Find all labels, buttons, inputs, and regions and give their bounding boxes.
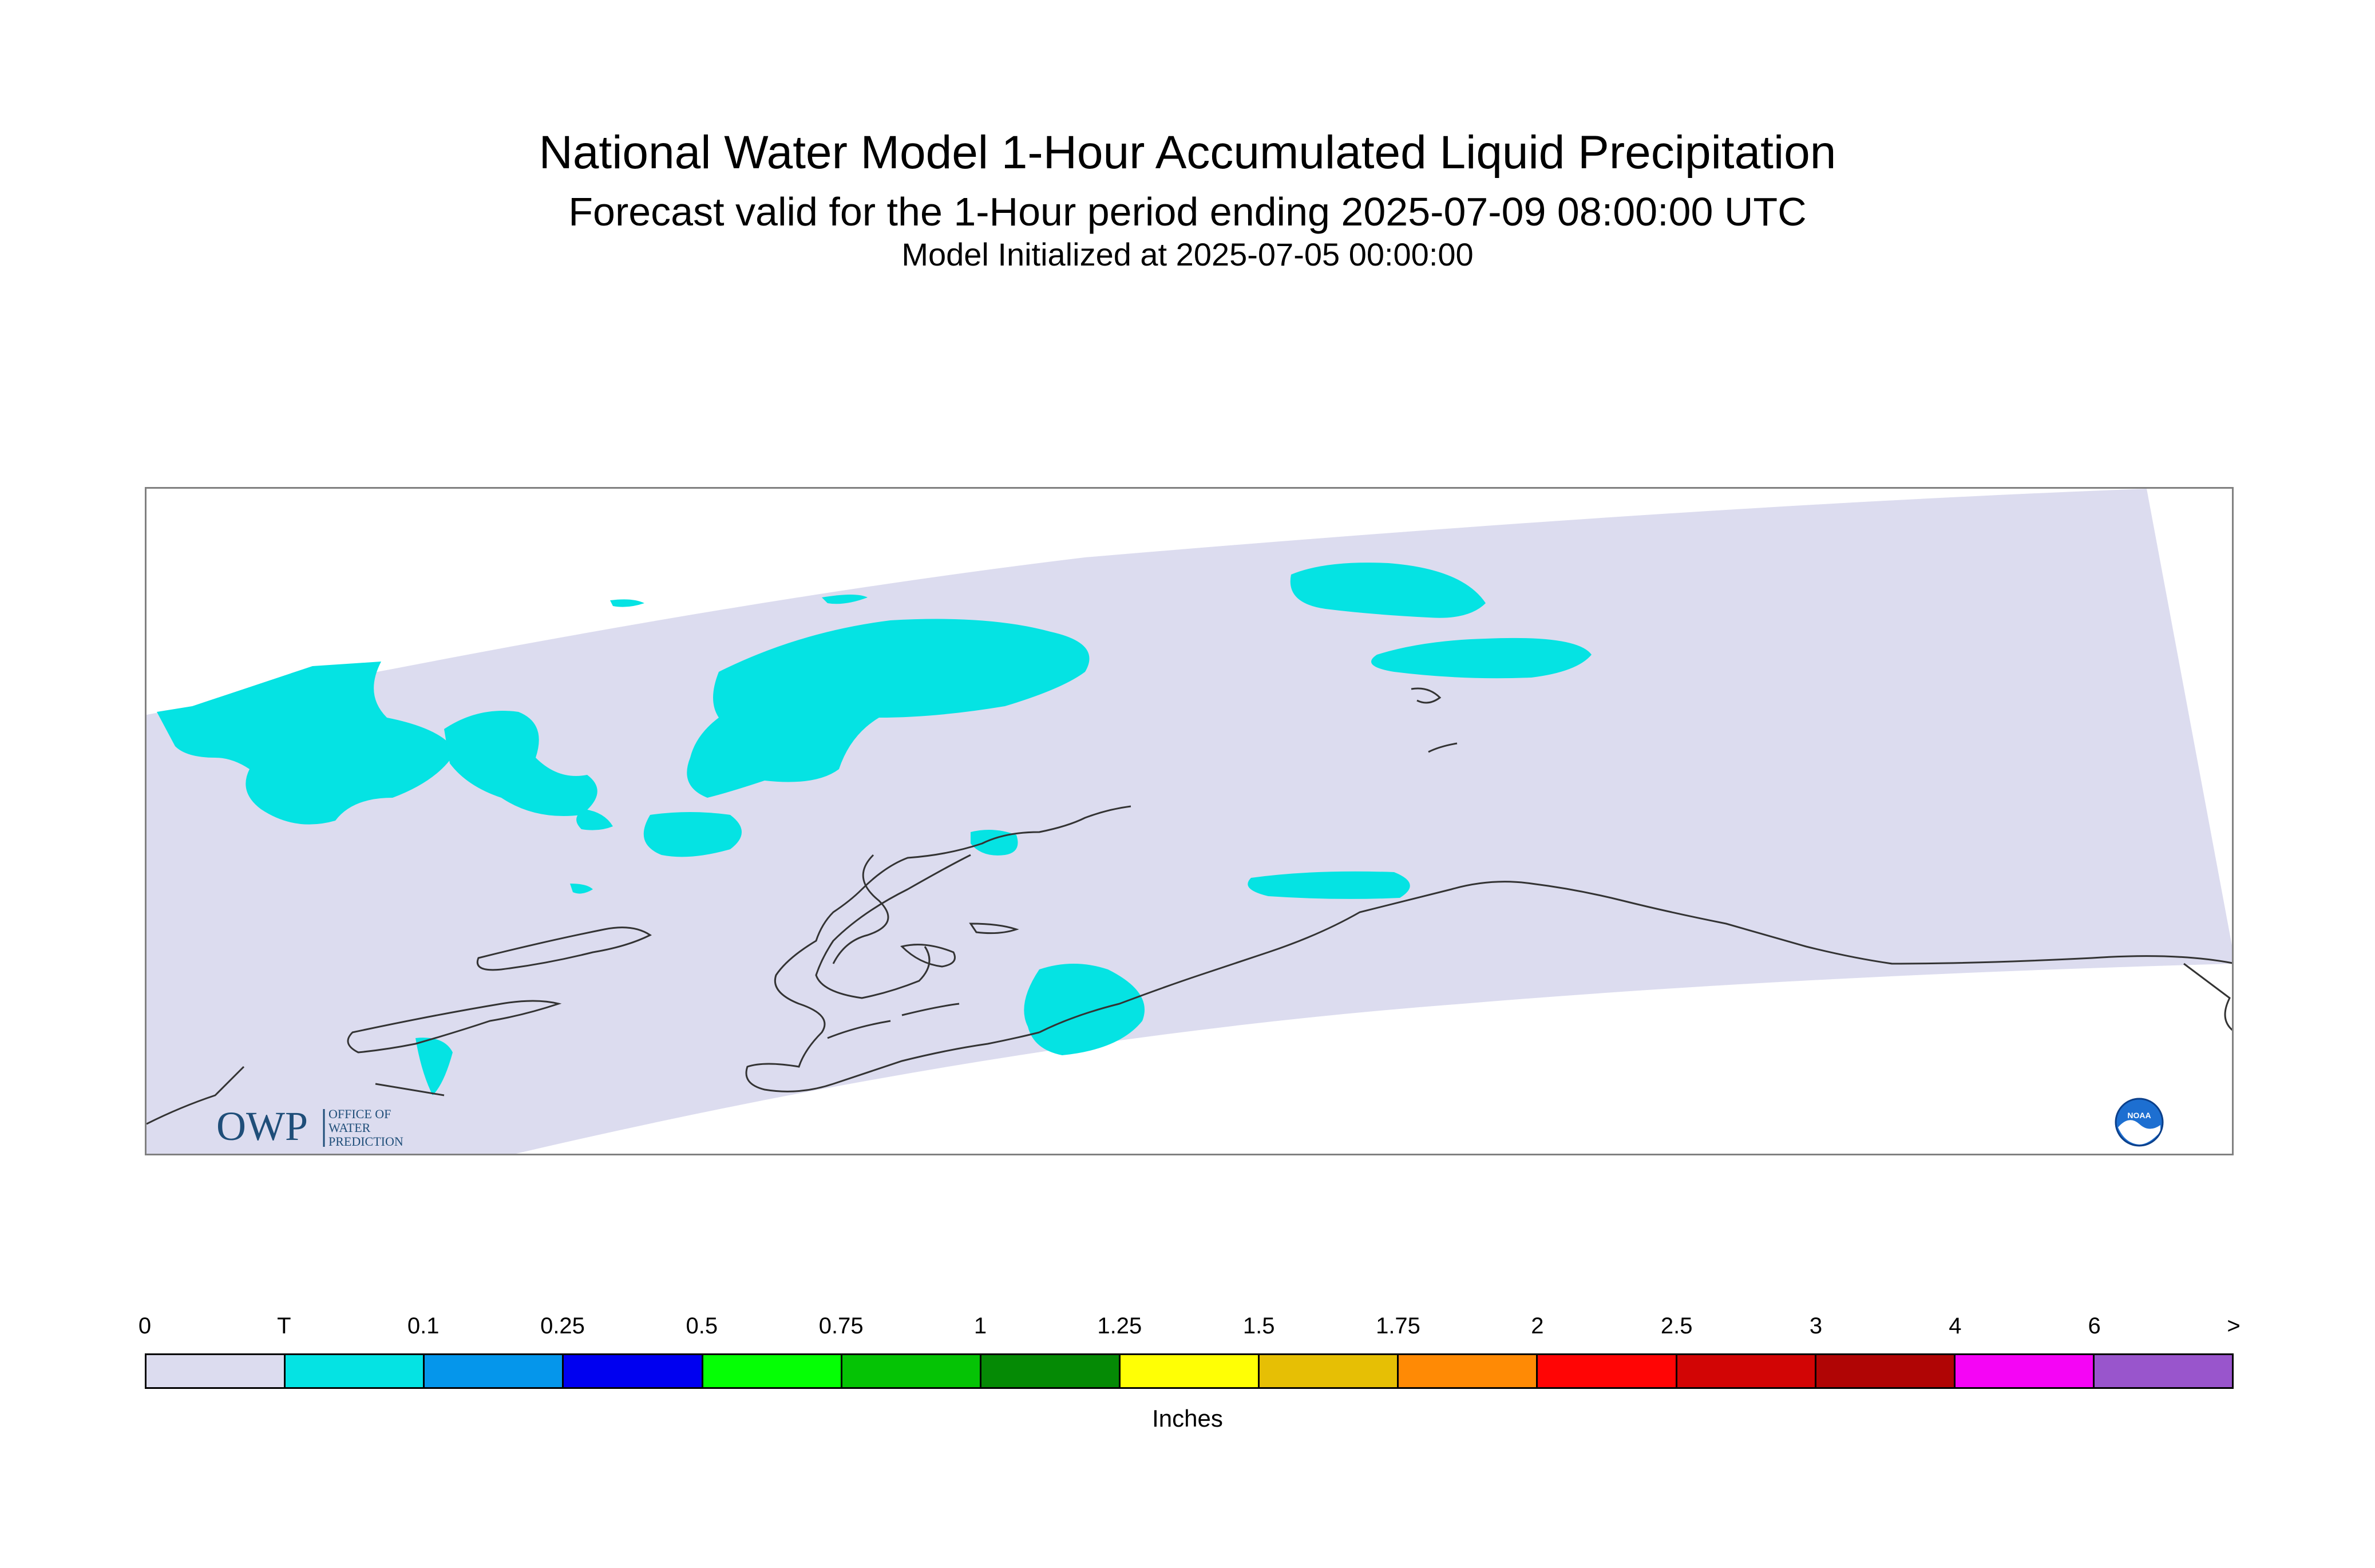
legend-tick-label: 0.5 <box>686 1313 718 1339</box>
coastline-bay <box>815 854 971 999</box>
coastline-arctic-1 <box>1411 687 1442 704</box>
legend-tick-label: 2.5 <box>1660 1313 1693 1339</box>
legend-bin <box>1955 1355 2095 1387</box>
coastlines <box>147 687 2232 1125</box>
owp-logo: OWP OFFICE OF WATER PREDICTION <box>216 1104 403 1149</box>
legend-tick-label: 0 <box>138 1313 152 1339</box>
chart-title: National Water Model 1-Hour Accumulated … <box>539 126 1836 179</box>
precip-area-southwest <box>415 1038 453 1095</box>
coastline-island-1 <box>477 926 652 971</box>
precip-area-central <box>687 619 1090 798</box>
color-legend-units: Inches <box>1152 1405 1223 1432</box>
precip-trace-areas <box>157 563 1592 1095</box>
legend-bin <box>1677 1355 1816 1387</box>
legend-tick-label: 1.5 <box>1242 1313 1275 1339</box>
legend-tick-label: 6 <box>2088 1313 2101 1339</box>
precip-area-small-b <box>576 809 613 830</box>
legend-tick-label: 0.25 <box>540 1313 585 1339</box>
legend-tick-label: 1 <box>973 1313 987 1339</box>
precip-area-small-g <box>822 595 868 604</box>
coastline-east-south <box>1039 881 2232 1034</box>
map-frame <box>145 487 2234 1155</box>
noaa-logo-text: NOAA <box>2127 1111 2151 1120</box>
legend-bin <box>1260 1355 1399 1387</box>
coastline-main <box>745 805 1131 1092</box>
legend-tick-label: 3 <box>1809 1313 1823 1339</box>
legend-bin <box>1538 1355 1677 1387</box>
legend-tick-label: 4 <box>1949 1313 1962 1339</box>
precip-area-east <box>1371 638 1592 679</box>
legend-tick-label: 0.1 <box>407 1313 440 1339</box>
coastline-arctic-2 <box>1428 742 1458 753</box>
precip-area-small-e <box>570 884 593 894</box>
color-legend-bar <box>145 1353 2234 1389</box>
noaa-logo: NOAA <box>2115 1098 2164 1147</box>
precip-area-south <box>1024 964 1145 1055</box>
owp-logo-mark: OWP <box>216 1104 308 1149</box>
coastline-river <box>832 854 889 964</box>
legend-bin <box>842 1355 981 1387</box>
legend-tick-label: 0.75 <box>818 1313 864 1339</box>
precip-area-small-f <box>610 599 644 607</box>
legend-bin <box>1120 1355 1260 1387</box>
model-domain <box>147 489 2232 1154</box>
chart-subtitle: Forecast valid for the 1-Hour period end… <box>568 189 1807 234</box>
precip-area-small-d <box>1248 871 1410 899</box>
legend-bin <box>1399 1355 1538 1387</box>
precip-area-northeast <box>1290 563 1486 618</box>
legend-tick-label: 2 <box>1531 1313 1544 1339</box>
coastline-east-edge <box>2183 963 2232 1031</box>
owp-logo-line-3: PREDICTION <box>328 1134 403 1149</box>
coastline-aleutian-chain <box>827 1003 960 1039</box>
owp-logo-line-1: OFFICE OF <box>328 1107 391 1121</box>
legend-tick-label: > <box>2227 1313 2241 1339</box>
legend-bin <box>564 1355 703 1387</box>
owp-logo-line-2: WATER <box>328 1120 371 1135</box>
legend-tick-label: 1.25 <box>1097 1313 1142 1339</box>
legend-tick-label: 1.75 <box>1376 1313 1420 1339</box>
precip-area-west2 <box>444 711 597 816</box>
coastline-island-2 <box>900 944 956 968</box>
legend-bin <box>425 1355 564 1387</box>
precip-map <box>147 489 2232 1154</box>
legend-bin <box>703 1355 842 1387</box>
legend-tick-label: T <box>277 1313 291 1339</box>
legend-bin <box>981 1355 1121 1387</box>
coastline-southwest <box>147 1066 445 1125</box>
precip-area-small-c <box>971 830 1018 856</box>
coastline-island-3 <box>969 922 1019 935</box>
legend-bin <box>286 1355 425 1387</box>
legend-bin <box>147 1355 286 1387</box>
legend-bin <box>2094 1355 2232 1387</box>
coastline-west-spit <box>347 1000 562 1054</box>
model-init-label: Model Initialized at 2025-07-05 00:00:00 <box>901 236 1474 272</box>
precip-area-west <box>157 662 456 825</box>
legend-bin <box>1816 1355 1956 1387</box>
precip-area-small-a <box>643 812 742 857</box>
